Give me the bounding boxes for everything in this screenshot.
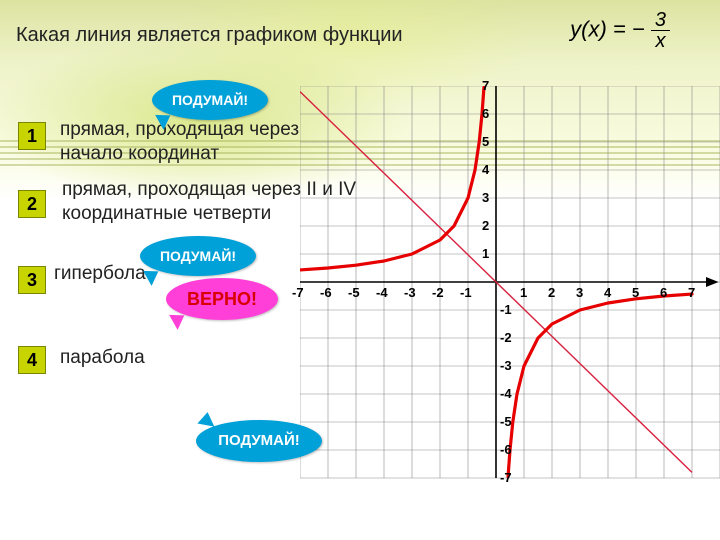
option-text-1: прямая, проходящая черезначало координат	[60, 118, 299, 166]
feedback-bubble-3: ПОДУМАЙ!	[196, 420, 322, 462]
y-tick-label: 1	[482, 246, 489, 261]
y-tick-label: -3	[500, 358, 512, 373]
x-tick-label: -5	[348, 285, 360, 300]
x-tick-label: 2	[548, 285, 555, 300]
x-tick-label: 6	[660, 285, 667, 300]
x-tick-label: -4	[376, 285, 388, 300]
option-number-2[interactable]: 2	[18, 190, 46, 218]
x-tick-label: 1	[520, 285, 527, 300]
x-tick-label: 3	[576, 285, 583, 300]
x-tick-label: 7	[688, 285, 695, 300]
option-text-2: прямая, проходящая через II и IVкоордина…	[62, 178, 356, 226]
feedback-bubble-1: ПОДУМАЙ!	[140, 236, 256, 276]
x-tick-label: -1	[460, 285, 472, 300]
formula-lhs: y(x) = −	[570, 16, 645, 41]
x-tick-label: -6	[320, 285, 332, 300]
x-tick-label: -2	[432, 285, 444, 300]
question-text: Какая линия является графиком функции	[16, 24, 403, 47]
y-tick-label: -7	[500, 470, 512, 485]
y-tick-label: 4	[482, 162, 489, 177]
y-tick-label: 7	[482, 78, 489, 93]
formula-fraction: 3 x	[651, 10, 670, 51]
option-number-4[interactable]: 4	[18, 346, 46, 374]
x-tick-label: -3	[404, 285, 416, 300]
y-tick-label: 6	[482, 106, 489, 121]
y-tick-label: -6	[500, 442, 512, 457]
feedback-bubble-label: ПОДУМАЙ!	[196, 420, 322, 462]
y-tick-label: -2	[500, 330, 512, 345]
y-tick-label: 2	[482, 218, 489, 233]
y-tick-label: -5	[500, 414, 512, 429]
x-tick-label: 5	[632, 285, 639, 300]
formula-numerator: 3	[651, 10, 670, 31]
formula: y(x) = − 3 x	[570, 10, 670, 51]
option-number-1[interactable]: 1	[18, 122, 46, 150]
x-tick-label: 4	[604, 285, 611, 300]
option-number-3[interactable]: 3	[18, 266, 46, 294]
x-tick-label: -7	[292, 285, 304, 300]
y-tick-label: -1	[500, 302, 512, 317]
feedback-bubble-0: ПОДУМАЙ!	[152, 80, 268, 120]
y-tick-label: -4	[500, 386, 512, 401]
y-tick-label: 3	[482, 190, 489, 205]
option-text-4: парабола	[60, 346, 145, 370]
y-tick-label: 5	[482, 134, 489, 149]
feedback-bubble-2: ВЕРНО!	[166, 278, 278, 320]
formula-denominator: x	[651, 31, 670, 51]
